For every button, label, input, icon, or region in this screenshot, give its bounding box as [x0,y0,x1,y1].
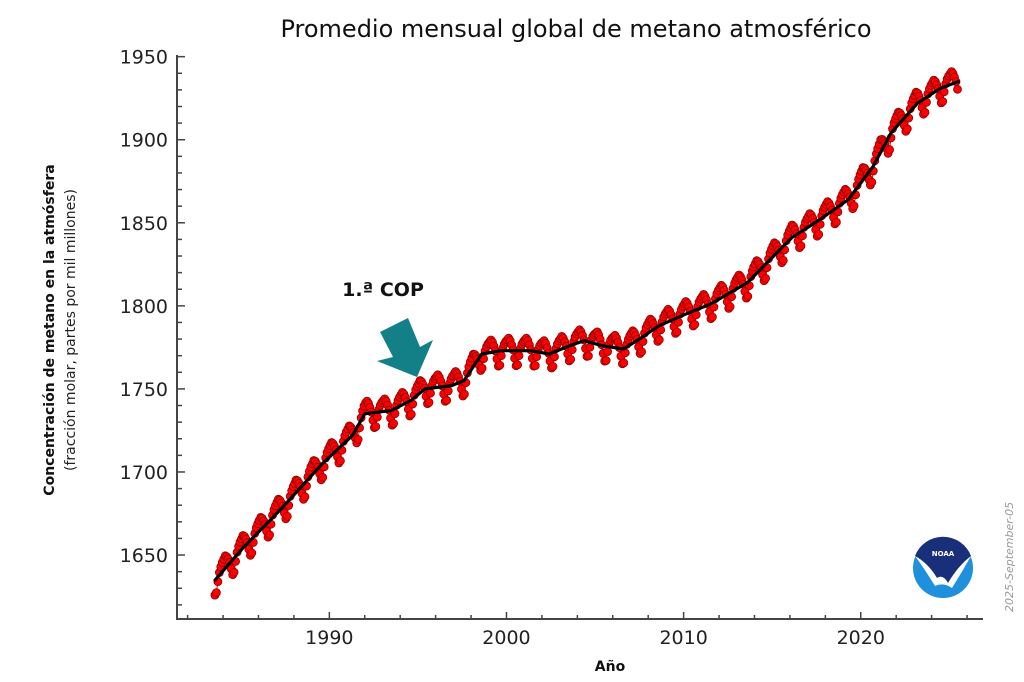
x-axis-label: Año [595,659,626,675]
y-tick-label: 1750 [120,379,168,401]
chart-title: Promedio mensual global de metano atmosf… [280,15,871,43]
monthly-point [778,255,788,265]
y-tick-labels: 1650 1700 1750 1800 1850 1900 1950 [120,47,168,567]
x-tick-label: 2010 [659,627,707,649]
noaa-logo: NOAA [913,536,973,598]
monthly-point [211,588,221,597]
y-ticks [177,55,185,606]
monthly-point [477,363,487,373]
monthly-point [603,347,612,357]
y-tick-label: 1700 [120,462,168,484]
monthly-point [530,361,540,371]
monthly-point [566,354,576,364]
monthly-point [496,351,506,361]
monthly-point [690,320,700,329]
monthly-point [426,388,435,398]
monthly-point [389,419,399,428]
x-tick-label: 2000 [482,627,530,649]
monthly-point [902,124,912,134]
monthly-point [654,335,664,345]
date-stamp: 2025-September-05 [1003,502,1016,612]
monthly-point [885,145,894,155]
y-tick-label: 1650 [120,545,168,567]
arrow-icon [377,318,433,377]
monthly-point [443,386,453,396]
monthly-point [513,360,522,370]
monthly-point [514,351,524,361]
trend-line [213,80,960,582]
y-axis-label: Concentración de metano en la atmósfera [42,164,58,495]
cop-annotation: 1.ª COP [342,279,433,377]
monthly-point [532,352,542,362]
monthly-point [619,358,629,368]
y-tick-label: 1900 [120,130,168,152]
logo-text: NOAA [932,550,955,558]
monthly-point [229,567,239,577]
monthly-point [761,273,770,283]
monthly-point [832,217,841,227]
x-ticks [186,612,968,619]
axes [176,55,983,620]
monthly-point [335,456,345,466]
monthly-point [282,511,292,521]
x-tick-label: 2020 [837,627,885,649]
logo-wave [915,556,971,588]
monthly-point [953,84,962,94]
monthly-point [601,356,611,365]
monthly-point [265,530,275,540]
monthly-point [920,108,930,117]
monthly-point [708,312,717,322]
monthly-point [672,327,682,337]
monthly-point [938,97,948,106]
monthly-point [442,395,452,405]
monthly-point [372,412,382,422]
monthly-point [725,302,735,312]
monthly-point [584,351,593,361]
monthly-point [637,347,646,357]
monthly-point [796,241,806,251]
monthly-point [849,201,859,211]
x-tick-label: 1990 [305,627,353,649]
y-tick-label: 1800 [120,296,168,318]
monthly-point [743,291,753,301]
monthly-point [247,548,257,558]
monthly-point [495,360,505,370]
monthly-point [318,472,328,482]
annotation-label: 1.ª COP [342,279,424,301]
y-axis-sublabel: (fracción molar, partes por mil millones… [63,189,79,471]
y-tick-label: 1850 [120,213,168,235]
monthly-point [406,409,416,419]
logo-top [915,536,971,583]
monthly-point [353,435,363,444]
monthly-point [814,229,824,239]
monthly-series [210,67,962,600]
y-tick-label: 1950 [120,47,168,69]
monthly-point [300,492,310,502]
monthly-point [867,177,877,187]
x-tick-labels: 1990 2000 2010 2020 [305,627,885,649]
monthly-point [371,422,381,432]
monthly-point [424,398,434,407]
monthly-point [548,362,558,371]
monthly-point [459,389,469,399]
